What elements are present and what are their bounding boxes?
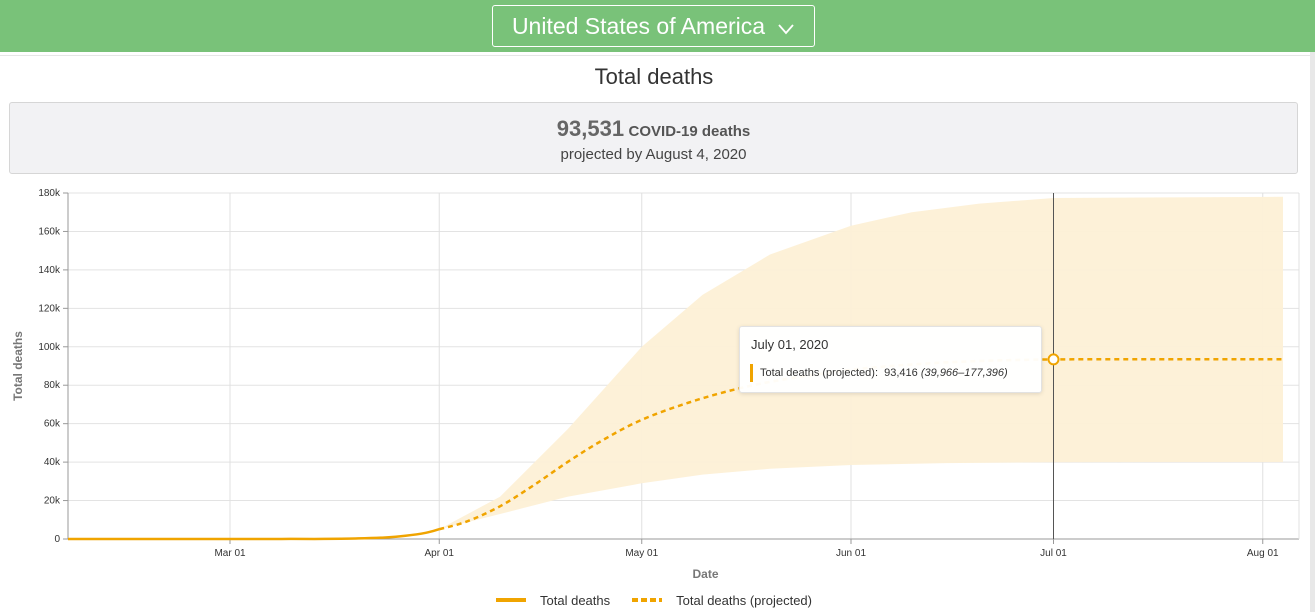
chart-legend: Total deaths Total deaths (projected) bbox=[0, 590, 1308, 610]
tooltip-date: July 01, 2020 bbox=[751, 337, 829, 352]
y-tick-label: 120k bbox=[38, 303, 61, 314]
y-axis-title: Total deaths bbox=[11, 331, 25, 401]
tooltip-value: 93,416 bbox=[884, 367, 918, 379]
x-tick-label: Mar 01 bbox=[214, 548, 246, 559]
summary-box: 93,531 COVID-19 deaths projected by Augu… bbox=[9, 102, 1298, 174]
y-tick-label: 100k bbox=[38, 342, 61, 353]
y-tick-label: 40k bbox=[44, 457, 61, 468]
chart-tooltip: July 01, 2020 Total deaths (projected): … bbox=[739, 326, 1042, 393]
x-tick-label: Apr 01 bbox=[425, 548, 455, 559]
y-tick-label: 140k bbox=[38, 265, 61, 276]
x-tick-label: Jun 01 bbox=[836, 548, 866, 559]
legend-label-total-deaths: Total deaths bbox=[540, 592, 611, 608]
country-dropdown[interactable]: United States of America bbox=[492, 5, 815, 47]
scrollbar-track[interactable] bbox=[1310, 52, 1315, 612]
hover-point-marker bbox=[1047, 353, 1060, 366]
country-dropdown-label: United States of America bbox=[511, 12, 766, 39]
y-tick-label: 180k bbox=[38, 188, 61, 199]
summary-unit: COVID-19 deaths bbox=[628, 123, 751, 140]
y-tick-label: 80k bbox=[44, 380, 61, 391]
legend-swatch-solid bbox=[496, 598, 527, 602]
summary-value: 93,531 bbox=[556, 116, 625, 141]
tooltip-label: Total deaths (projected): bbox=[760, 367, 879, 379]
deaths-chart[interactable]: 0 20k 40k 60k 80k 100k 120k 140k 160k 180k Mar 01 A… bbox=[0, 180, 1310, 590]
legend-item-total-deaths[interactable]: Total deaths bbox=[496, 593, 610, 608]
y-tick-label: 160k bbox=[38, 226, 61, 237]
legend-label-projected: Total deaths (projected) bbox=[676, 592, 812, 608]
tooltip-row: Total deaths (projected): 93,416 (39,966… bbox=[760, 367, 1008, 379]
y-tick-label: 60k bbox=[44, 419, 61, 430]
legend-swatch-dashed bbox=[632, 598, 663, 602]
x-axis-title: Date bbox=[692, 567, 718, 581]
x-tick-label: May 01 bbox=[625, 548, 658, 559]
legend-item-projected[interactable]: Total deaths (projected) bbox=[632, 593, 812, 608]
x-tick-label: Aug 01 bbox=[1247, 548, 1279, 559]
chevron-down-icon bbox=[777, 17, 795, 35]
x-tick-label: Jul 01 bbox=[1040, 548, 1067, 559]
page-title: Total deaths bbox=[594, 64, 714, 89]
tooltip-series-marker bbox=[750, 364, 753, 382]
tooltip-range: (39,966–177,396) bbox=[920, 367, 1008, 379]
y-tick-label: 20k bbox=[44, 496, 61, 507]
series-line-total-deaths bbox=[68, 527, 440, 541]
y-tick-label: 0 bbox=[54, 534, 60, 545]
summary-subtitle: projected by August 4, 2020 bbox=[560, 146, 747, 163]
header-bar: United States of America bbox=[0, 0, 1315, 52]
